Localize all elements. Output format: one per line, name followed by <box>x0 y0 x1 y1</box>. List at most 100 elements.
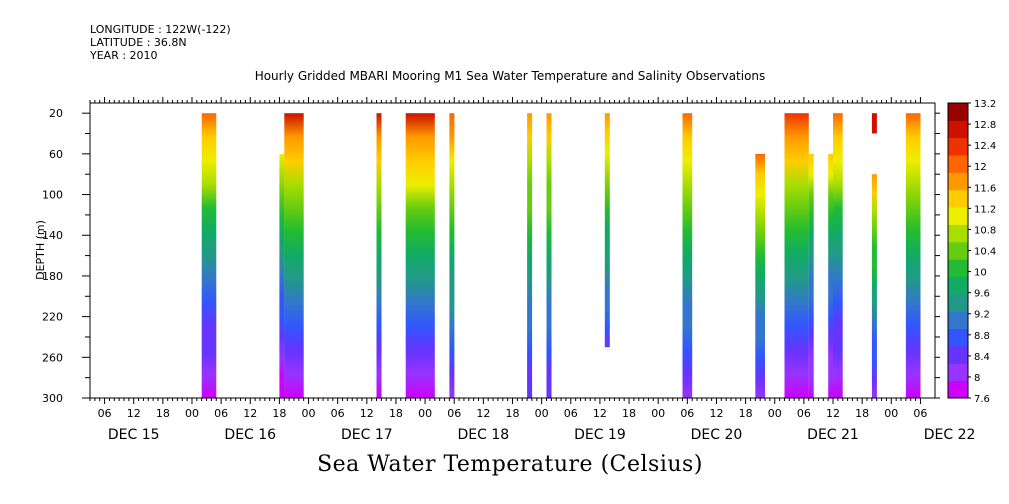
x-tick-label: 18 <box>156 407 170 420</box>
colorbar-segment <box>948 224 968 243</box>
x-tick-label: 12 <box>127 407 141 420</box>
colorbar-tick-label: 9.6 <box>974 289 990 300</box>
colorbar-tick-label: 12 <box>974 162 987 173</box>
data-column <box>808 153 814 398</box>
colorbar-segment <box>948 259 968 278</box>
colorbar-tick-label: 12.4 <box>974 141 996 152</box>
x-day-label: DEC 19 <box>574 427 626 443</box>
data-column <box>376 113 382 398</box>
data-column <box>546 113 552 398</box>
latitude-text: LATITUDE : 36.8N <box>90 36 187 49</box>
y-tick-label: 60 <box>49 148 63 161</box>
x-tick-label: 18 <box>506 407 520 420</box>
y-tick-label: 100 <box>42 189 63 202</box>
x-tick-label: 00 <box>185 407 199 420</box>
x-tick-label: 06 <box>564 407 578 420</box>
colorbar-segment <box>948 155 968 173</box>
colorbar-tick-label: 8.4 <box>974 352 990 363</box>
x-tick-label: 06 <box>214 407 228 420</box>
x-tick-label: 06 <box>447 407 461 420</box>
colorbar-tick-label: 13.2 <box>974 99 996 110</box>
year-text: YEAR : 2010 <box>90 49 158 62</box>
x-tick-label: 00 <box>768 407 782 420</box>
data-column <box>279 153 285 398</box>
x-day-label: DEC 18 <box>458 427 510 443</box>
chart-title: Hourly Gridded MBARI Mooring M1 Sea Wate… <box>254 69 766 83</box>
x-tick-label: 06 <box>797 407 811 420</box>
x-tick-label: 12 <box>243 407 257 420</box>
x-day-label: DEC 16 <box>224 427 276 443</box>
x-tick-label: 18 <box>739 407 753 420</box>
data-column <box>449 113 455 398</box>
x-tick-label: 06 <box>680 407 694 420</box>
x-tick-label: 00 <box>418 407 432 420</box>
colorbar-tick-label: 11.2 <box>974 204 996 215</box>
colorbar-segment <box>948 276 968 295</box>
colorbar-segment <box>948 137 968 156</box>
colorbar-segment <box>948 363 968 382</box>
x-tick-label: 18 <box>272 407 286 420</box>
colorbar-tick-label: 12.8 <box>974 120 996 131</box>
x-day-label: DEC 20 <box>691 427 743 443</box>
colorbar-segment <box>948 328 968 347</box>
y-tick-label: 140 <box>42 229 63 242</box>
colorbar-segment <box>948 207 968 225</box>
data-column <box>527 113 533 398</box>
colorbar-segment <box>948 241 968 260</box>
x-tick-label: 06 <box>331 407 345 420</box>
x-tick-label: 00 <box>535 407 549 420</box>
x-tick-label: 12 <box>360 407 374 420</box>
data-column <box>871 113 877 134</box>
data-columns <box>201 113 921 398</box>
y-tick-label: 220 <box>42 311 63 324</box>
colorbar-tick-label: 10 <box>974 268 987 279</box>
data-column <box>284 113 304 398</box>
x-tick-label: 18 <box>389 407 403 420</box>
data-column <box>604 113 610 348</box>
data-column <box>833 113 843 398</box>
colorbar-segment <box>948 293 968 312</box>
data-column <box>871 174 877 398</box>
x-day-label: DEC 22 <box>924 427 976 443</box>
colorbar-label: Sea Water Temperature (Celsius) <box>317 452 703 477</box>
x-tick-label: 00 <box>302 407 316 420</box>
data-column <box>905 113 921 398</box>
colorbar-segment <box>948 103 968 121</box>
data-column <box>784 113 809 398</box>
colorbar-segment <box>948 189 968 208</box>
y-tick-label: 260 <box>42 351 63 364</box>
colorbar-segment <box>948 172 968 191</box>
colorbar-segment <box>948 120 968 139</box>
colorbar-segment <box>948 311 968 330</box>
colorbar-segment <box>948 380 968 399</box>
y-tick-label: 20 <box>49 107 63 120</box>
x-tick-label: 18 <box>855 407 869 420</box>
longitude-text: LONGITUDE : 122W(-122) <box>90 23 231 36</box>
colorbar-tick-label: 10.4 <box>974 247 996 258</box>
colorbar-tick-label: 9.2 <box>974 310 990 321</box>
colorbar-tick-label: 8 <box>974 373 980 384</box>
x-tick-label: 12 <box>593 407 607 420</box>
x-tick-label: 12 <box>709 407 723 420</box>
data-column <box>828 153 834 398</box>
data-column <box>755 153 765 398</box>
colorbar-tick-label: 10.8 <box>974 225 996 236</box>
data-column <box>201 113 217 398</box>
x-tick-label: 12 <box>826 407 840 420</box>
y-tick-label: 180 <box>42 270 63 283</box>
x-tick-label: 06 <box>98 407 112 420</box>
data-column <box>405 113 435 398</box>
x-day-label: DEC 21 <box>807 427 859 443</box>
data-column <box>682 113 693 398</box>
y-axis-label: DEPTH (m) <box>34 220 47 280</box>
colorbar-tick-label: 7.6 <box>974 394 990 405</box>
x-tick-label: 00 <box>884 407 898 420</box>
colorbar-tick-label: 11.6 <box>974 183 996 194</box>
axes: 06 12 18 00 06 12 18 00 06 12 18 00 06 12 18 00 06 12 18 00… <box>42 97 975 443</box>
x-tick-label: 00 <box>651 407 665 420</box>
colorbar: 13.2 12.8 12.4 12 11.6 11.2 10.8 10.4 10 9.6 9.2 8.… <box>947 99 996 405</box>
x-day-label: DEC 17 <box>341 427 393 443</box>
colorbar-tick-label: 8.8 <box>974 331 990 342</box>
y-tick-label: 300 <box>42 392 63 405</box>
